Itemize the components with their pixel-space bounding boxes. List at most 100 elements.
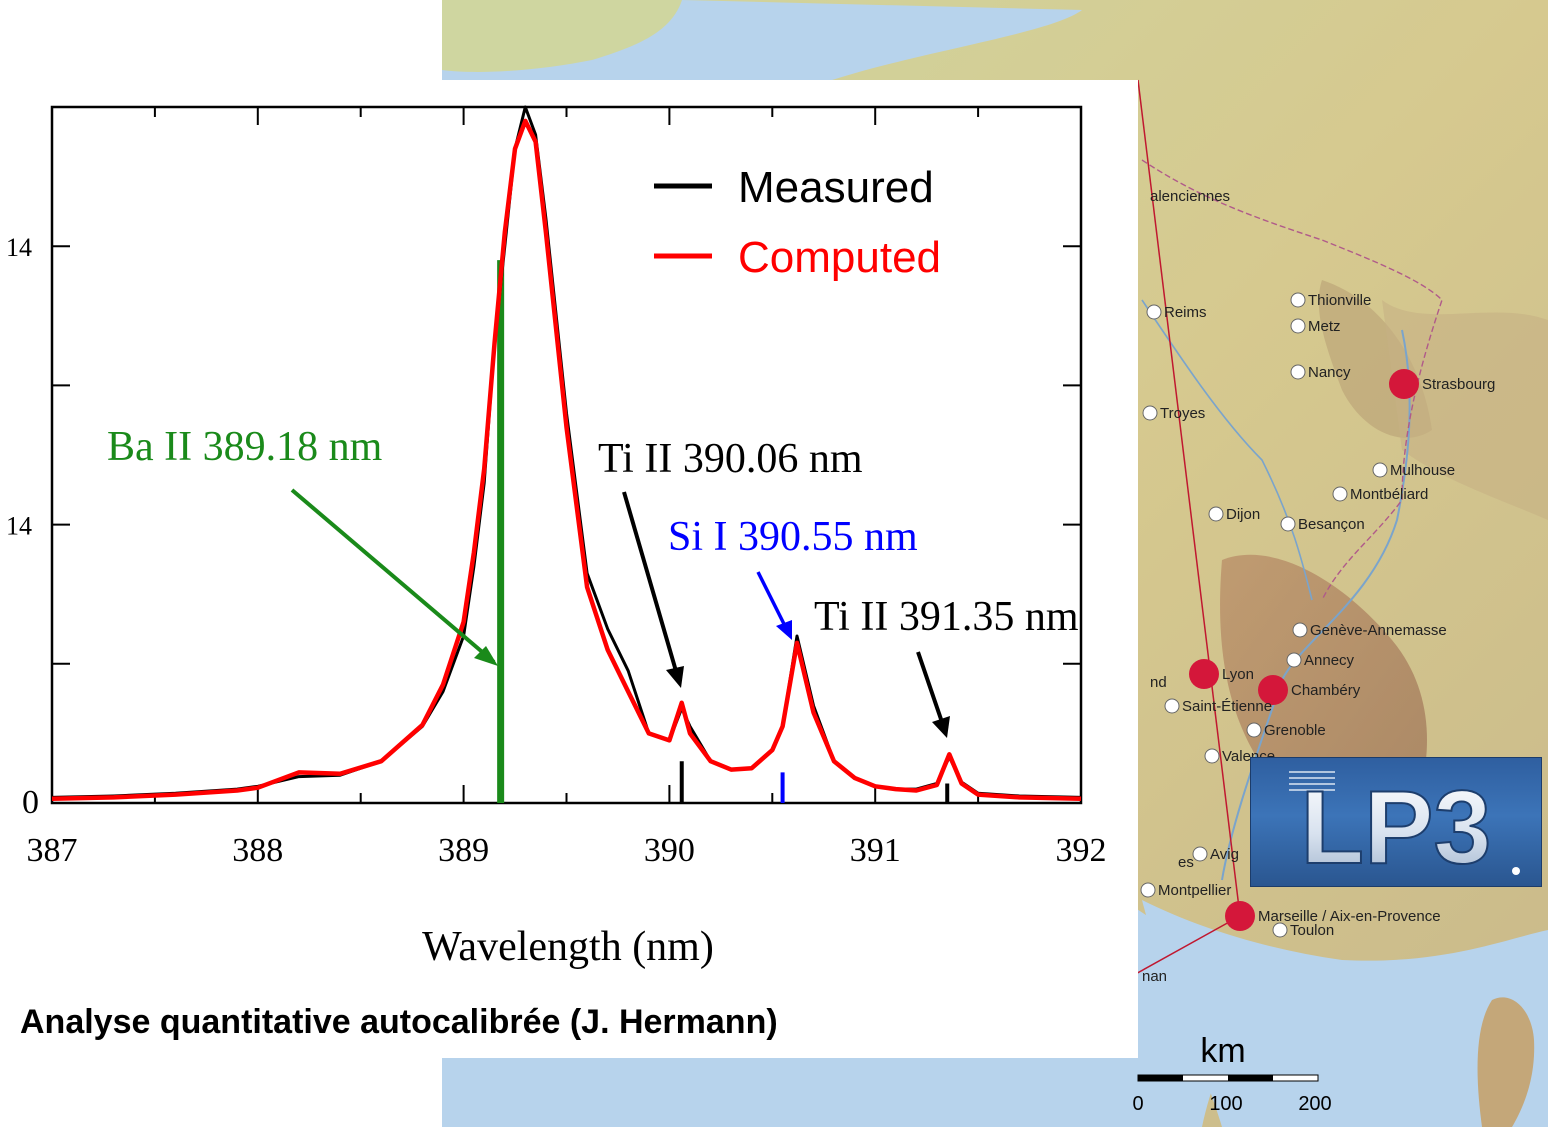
map-city-label: Marseille / Aix-en-Provence <box>1258 908 1441 925</box>
map-city: Reims <box>1146 304 1207 321</box>
map-city: alenciennes <box>1150 188 1230 205</box>
map-city-label: Strasbourg <box>1422 376 1495 393</box>
map-city: Chambéry <box>1258 675 1361 705</box>
axis-ticks <box>51 106 1082 804</box>
map-city-label: Troyes <box>1160 405 1205 422</box>
x-tick-label: 389 <box>438 832 489 869</box>
map-city: Thionville <box>1290 292 1371 309</box>
annotations: Ba II 389.18 nm Ti II 390.06 nm Si I 390… <box>107 424 1079 738</box>
city-dot <box>1290 364 1306 380</box>
map-city: Genève-Annemasse <box>1292 622 1447 639</box>
map-city: Montbéliard <box>1332 486 1428 503</box>
map-city-label: Lyon <box>1222 666 1254 683</box>
spectrum-chart: 387 388 389 390 391 392 0 14 14 Measured Comput… <box>6 105 1107 1041</box>
map-city: Strasbourg <box>1389 369 1495 399</box>
map-city-label: nd <box>1150 674 1167 691</box>
x-tick-labels: 387 388 389 390 391 392 <box>27 832 1107 869</box>
scale-bar-segment <box>1228 1075 1273 1081</box>
map-city: Montpellier <box>1140 882 1231 899</box>
series-lines <box>51 105 1082 802</box>
map-city: Grenoble <box>1246 722 1326 739</box>
spectrum-chart-panel: 387 388 389 390 391 392 0 14 14 Measured Comput… <box>0 80 1138 1058</box>
scale-tick-200: 200 <box>1298 1093 1331 1115</box>
map-city-label: Besançon <box>1298 516 1365 533</box>
map-city: Mulhouse <box>1372 462 1455 479</box>
scale-bar-graphic: km 0 100 200 <box>1132 1032 1331 1115</box>
map-city: Dijon <box>1208 506 1260 523</box>
lp3-logo: LP3 <box>1250 757 1542 887</box>
legend: Measured Computed <box>654 163 941 282</box>
legend-measured-label: Measured <box>738 163 934 212</box>
y-tick-label: 14 <box>6 512 32 541</box>
y-tick-label: 14 <box>6 233 32 262</box>
emission-line-markers <box>497 260 950 803</box>
x-tick-label: 388 <box>232 832 283 869</box>
map-city-label: Montpellier <box>1158 882 1231 899</box>
arrow-si-i <box>756 571 790 633</box>
map-city: Metz <box>1290 318 1341 335</box>
map-city-label: Grenoble <box>1264 722 1326 739</box>
map-city: nan <box>1142 968 1167 985</box>
lp3-logo-text: LP3 <box>1301 770 1492 886</box>
map-city: Nancy <box>1290 364 1351 381</box>
map-city-label: Thionville <box>1308 292 1371 309</box>
map-city-label: Reims <box>1164 304 1207 321</box>
annotation-ba-ii: Ba II 389.18 nm <box>107 424 383 470</box>
map-city-label: nan <box>1142 968 1167 985</box>
x-axis-label: Wavelength (nm) <box>422 924 714 970</box>
mediterranean-sea <box>1142 900 1548 1127</box>
major-city-dot <box>1258 675 1288 705</box>
city-dot <box>1290 292 1306 308</box>
map-city: Troyes <box>1142 405 1205 422</box>
city-dot <box>1142 405 1158 421</box>
river <box>1141 299 1313 601</box>
map-city: Lyon <box>1189 659 1254 689</box>
map-city-label: Nancy <box>1308 364 1351 381</box>
x-tick-label: 390 <box>644 832 695 869</box>
map-city-label: Metz <box>1308 318 1341 335</box>
map-city: Saint-Étienne <box>1164 698 1272 715</box>
logo-star-icon <box>1512 867 1520 875</box>
map-link-line <box>1137 79 1241 917</box>
city-dot <box>1164 698 1180 714</box>
map-city-label: es <box>1178 854 1194 871</box>
corsica-landmass <box>1477 997 1535 1127</box>
map-city-label: alenciennes <box>1150 188 1230 205</box>
scale-tick-100: 100 <box>1209 1093 1242 1115</box>
map-city: nd <box>1150 674 1167 691</box>
arrowhead-ti-ii-391 <box>932 716 950 738</box>
major-city-dot <box>1389 369 1419 399</box>
x-tick-label: 392 <box>1056 832 1107 869</box>
city-dot <box>1140 882 1156 898</box>
border <box>1141 159 1443 601</box>
annotation-ti-ii-390: Ti II 390.06 nm <box>598 436 863 482</box>
scale-bar-segment <box>1138 1075 1183 1081</box>
annotation-si-i: Si I 390.55 nm <box>668 514 918 560</box>
city-dot <box>1192 846 1208 862</box>
map-city: es <box>1178 854 1194 871</box>
map-city-label: Avig <box>1210 846 1239 863</box>
map-scale-bar: km 0 100 200 <box>1128 1020 1348 1120</box>
y-tick-label: 0 <box>22 784 39 821</box>
river <box>1221 329 1411 881</box>
map-overlay: alenciennes Reims Thionville Metz Nancy Stras… <box>1131 79 1495 985</box>
arrowhead-ba-ii <box>474 646 498 666</box>
x-tick-label: 391 <box>850 832 901 869</box>
map-city-label: Chambéry <box>1291 682 1361 699</box>
map-city: Besançon <box>1280 516 1365 533</box>
city-dot <box>1332 486 1348 502</box>
x-tick-label: 387 <box>27 832 78 869</box>
map-city-label: Genève-Annemasse <box>1310 622 1447 639</box>
caption: Analyse quantitative autocalibrée (J. He… <box>20 1003 778 1041</box>
england-landmass <box>442 0 682 72</box>
map-link-line <box>1131 915 1241 977</box>
city-dot <box>1280 516 1296 532</box>
arrowhead-si-i <box>776 620 792 640</box>
map-city-label: Saint-Étienne <box>1182 698 1272 715</box>
annotation-ti-ii-391: Ti II 391.35 nm <box>814 594 1079 640</box>
city-dot <box>1204 748 1220 764</box>
scale-unit: km <box>1200 1032 1245 1070</box>
map-city-label: Mulhouse <box>1390 462 1455 479</box>
arrow-ba-ii <box>290 488 496 664</box>
map-city-label: Dijon <box>1226 506 1260 523</box>
